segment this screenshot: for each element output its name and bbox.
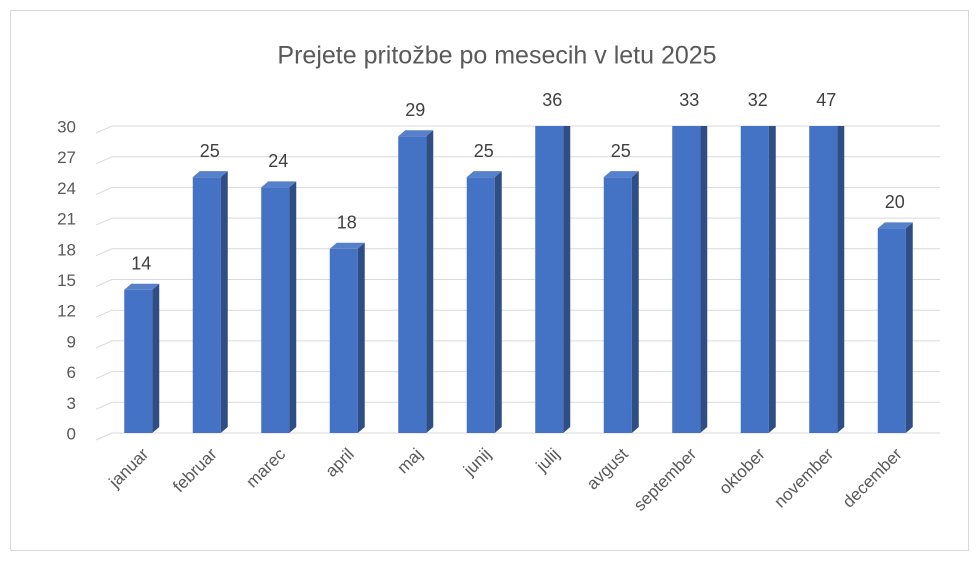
bar-front [192,177,221,433]
bar-front [466,177,495,433]
value-label: 29 [405,100,425,120]
bar [603,171,639,433]
grid-line [95,309,940,318]
y-tick-label: 9 [67,332,76,351]
grid-line [95,125,940,134]
grid [95,125,940,441]
y-tick-label: 12 [57,302,76,321]
bar-side [152,283,160,433]
bar [877,222,913,433]
grid-line [95,156,940,165]
bar-side [768,126,776,433]
y-tick-label: 3 [67,394,76,413]
y-tick-label: 15 [57,271,76,290]
bar-side [563,126,571,433]
bar-side [631,171,639,433]
value-label: 14 [131,253,151,273]
y-tick-label: 30 [57,117,76,136]
grid-line [95,248,940,257]
bar [124,283,160,433]
bar [466,171,502,433]
y-tick-label: 6 [67,363,76,382]
chart-title: Prejete pritožbe po mesecih v letu 2025 [277,42,716,70]
grid-line [95,217,940,226]
bar-top [603,171,639,178]
bar-top [329,242,365,249]
bar-front [809,126,838,434]
grid-line [95,371,940,380]
bar-side [357,242,365,433]
bar-side [426,130,434,433]
bar-side [837,126,845,433]
y-tick-label: 24 [57,179,76,198]
value-label: 20 [885,192,905,212]
bar-front [261,187,290,433]
value-label: 36 [542,90,562,110]
grid-line [95,279,940,287]
bar-top [877,222,913,229]
bar-side [905,222,913,433]
value-label: 24 [268,151,288,171]
bar-front [124,289,153,433]
bar [398,130,434,433]
bar-front [672,126,701,434]
bar-side [700,126,708,433]
y-tick-label: 21 [57,210,76,229]
bar-top [261,181,297,188]
bar [672,126,708,434]
grid-line [95,401,940,410]
y-tick-label: 27 [57,148,76,167]
bar [329,242,365,433]
bar-front [329,248,358,433]
value-label: 18 [337,213,357,233]
bar-top [192,171,228,178]
bar-front [603,177,632,433]
value-label: 25 [474,141,494,161]
grid-line [95,340,940,349]
value-label: 25 [200,141,220,161]
bar [535,126,571,433]
bar-front [877,228,906,433]
bar [740,126,776,434]
grid-line [95,432,940,441]
bar-side [289,181,297,433]
y-tick-label: 18 [57,240,76,259]
value-label: 25 [611,141,631,161]
y-tick-label: 0 [67,424,76,443]
bar [192,171,228,433]
bar [261,181,297,433]
bar-front [398,136,427,433]
bar-top [466,171,502,178]
bar-front [740,126,769,434]
value-label: 33 [679,90,699,110]
value-label: 32 [748,90,768,110]
bar-front [535,126,564,433]
bar-top [124,283,160,290]
bars [124,126,913,434]
bar [809,126,845,434]
bar-side [220,171,228,433]
bar-top [398,130,434,137]
bar-side [494,171,502,433]
grid-line [95,186,940,195]
value-label: 47 [816,90,836,110]
